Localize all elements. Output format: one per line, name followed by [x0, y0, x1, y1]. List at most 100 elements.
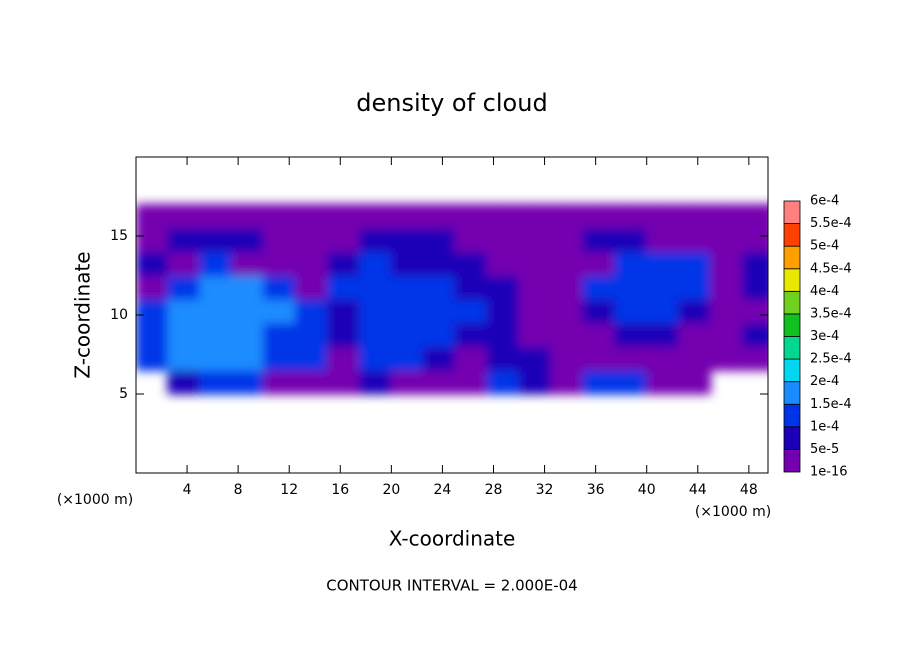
field-cell — [678, 227, 712, 253]
colorbar-label: 4e-4 — [810, 284, 839, 299]
x-tick-label: 44 — [689, 482, 707, 498]
colorbar-box — [783, 358, 801, 383]
colorbar-label: 5e-5 — [810, 442, 839, 457]
field-cell — [358, 275, 392, 300]
colorbar-box — [783, 200, 801, 224]
field-cell — [550, 346, 584, 371]
field-cell — [550, 369, 584, 395]
colorbar-box — [783, 336, 801, 360]
colorbar-label: 1e-4 — [810, 419, 839, 434]
field-cell — [518, 203, 552, 229]
colorbar-label: 1.5e-4 — [810, 397, 852, 412]
field-cell — [422, 227, 456, 253]
colorbar-label: 3e-4 — [810, 329, 839, 344]
field-cell — [231, 251, 265, 276]
field-cell — [454, 369, 488, 395]
field-cell — [231, 322, 265, 348]
y-tick-label: 10 — [110, 307, 128, 323]
field-cell — [550, 298, 584, 324]
colorbar-label: 6e-4 — [810, 194, 839, 209]
field-cell — [199, 369, 233, 395]
field-cell — [422, 275, 456, 300]
field-cell — [486, 203, 520, 229]
field-cell — [422, 203, 456, 229]
field-cell — [231, 369, 265, 395]
field-cell — [136, 251, 169, 276]
field-cell — [199, 346, 233, 371]
x-tick-label: 4 — [183, 482, 192, 498]
field-cell — [199, 298, 233, 324]
x-tick-label: 40 — [638, 482, 656, 498]
field-cell — [167, 203, 201, 229]
colorbar-box — [783, 403, 801, 428]
field-cell — [710, 203, 743, 229]
y-tick-label: 5 — [119, 386, 128, 402]
field-cell — [454, 251, 488, 276]
x-tick-label: 28 — [485, 482, 503, 498]
field-cell — [136, 322, 169, 348]
field-cell — [582, 251, 616, 276]
field-cell — [231, 227, 265, 253]
x-tick-label: 12 — [280, 482, 298, 498]
colorbar-box — [783, 426, 801, 450]
colorbar-box — [783, 223, 801, 247]
field-cell — [710, 322, 743, 348]
colorbar-label: 3.5e-4 — [810, 306, 852, 321]
field-cell — [390, 227, 424, 253]
field-cell — [614, 369, 648, 395]
field-cell — [295, 298, 329, 324]
x-tick-label: 20 — [382, 482, 400, 498]
field-cell — [358, 322, 392, 348]
field-cell — [582, 369, 616, 395]
field-cell — [231, 346, 265, 371]
field-cell — [263, 275, 297, 300]
field-cell — [390, 203, 424, 229]
field-cell — [390, 346, 424, 371]
field-cell — [454, 346, 488, 371]
y-axis-label: Z-coordinate — [71, 251, 95, 378]
field-cell — [582, 275, 616, 300]
field-cell — [518, 251, 552, 276]
field-cell — [710, 298, 743, 324]
field-cell — [327, 369, 360, 395]
field-cell — [390, 298, 424, 324]
field-cell — [582, 346, 616, 371]
field-cell — [295, 251, 329, 276]
field-cell — [678, 275, 712, 300]
field-cell — [263, 203, 297, 229]
field-cell — [263, 369, 297, 395]
field-cell — [614, 298, 648, 324]
field-cell — [136, 227, 169, 253]
field-cell — [136, 298, 169, 324]
field-cell — [518, 298, 552, 324]
field-cell — [422, 251, 456, 276]
field-cell — [422, 346, 456, 371]
x-tick-label: 32 — [536, 482, 554, 498]
field-cell — [263, 227, 297, 253]
field-cell — [295, 203, 329, 229]
field-cell — [199, 203, 233, 229]
field-cell — [646, 298, 680, 324]
field-cell — [614, 251, 648, 276]
field-cell — [295, 346, 329, 371]
field-cell — [422, 298, 456, 324]
field-cell — [422, 322, 456, 348]
field-cell — [518, 346, 552, 371]
field-cell — [167, 322, 201, 348]
field-cell — [390, 251, 424, 276]
colorbar-box — [783, 268, 801, 292]
field-cell — [327, 203, 360, 229]
field-cell — [550, 227, 584, 253]
field-cell — [614, 275, 648, 300]
field-cell — [486, 322, 520, 348]
field-cell — [646, 369, 680, 395]
field-cell — [582, 298, 616, 324]
field-cell — [678, 369, 712, 395]
x-tick-label: 36 — [587, 482, 605, 498]
field-cell — [167, 369, 201, 395]
x-axis-label: X-coordinate — [389, 527, 516, 551]
field-cell — [167, 346, 201, 371]
field-cell — [741, 275, 768, 300]
field-cell — [614, 322, 648, 348]
field-cell — [327, 227, 360, 253]
